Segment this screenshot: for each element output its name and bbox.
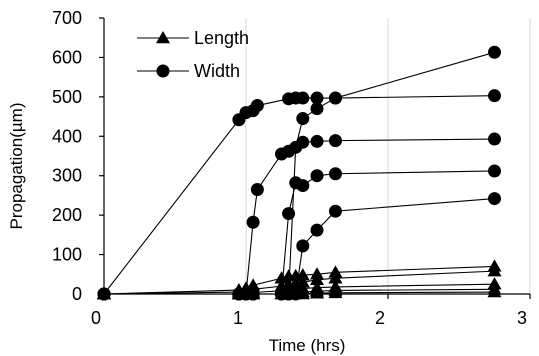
series-9-length	[97, 285, 502, 300]
y-tick-label-5: 500	[52, 87, 82, 107]
legend: Length Width	[137, 28, 249, 81]
data-point-4-8	[310, 223, 324, 237]
y-tick-label-7: 700	[52, 8, 82, 28]
x-axis-title: Time (hrs)	[269, 336, 346, 355]
x-tick-label-3: 3	[517, 308, 527, 328]
data-point-9-7	[295, 287, 310, 300]
data-point-1-8	[328, 91, 342, 105]
data-point-9-0	[97, 287, 111, 300]
data-point-6-10	[487, 264, 502, 277]
data-point-3-8	[310, 169, 324, 183]
data-point-9-10	[487, 285, 502, 298]
series-line-1	[104, 95, 495, 295]
gridlines	[245, 18, 531, 294]
y-tick-label-3: 300	[52, 166, 82, 186]
data-point-5-7	[295, 268, 310, 281]
data-point-6-8	[310, 272, 324, 286]
data-point-2-6	[282, 144, 296, 158]
data-point-9-8	[310, 286, 324, 299]
data-point-4-9	[328, 204, 342, 218]
data-point-0-7	[296, 91, 310, 105]
data-point-1-9	[488, 89, 501, 103]
data-point-9-3	[246, 287, 261, 300]
data-point-3-7	[296, 179, 310, 193]
series	[97, 45, 502, 301]
y-tick-label-0: 0	[72, 284, 82, 304]
data-point-1-6	[296, 112, 310, 126]
data-point-3-10	[488, 164, 501, 178]
data-point-0-4	[250, 99, 264, 113]
y-tick-label-2: 200	[52, 205, 82, 225]
data-point-9-9	[328, 285, 343, 299]
legend-label-width: Width	[194, 61, 240, 81]
data-point-2-10	[488, 132, 501, 146]
y-tick-label-1: 100	[52, 245, 82, 265]
x-tick-label-2: 2	[375, 308, 385, 328]
x-tick-label-1: 1	[233, 308, 243, 328]
data-point-0-8	[310, 91, 324, 105]
legend-label-length: Length	[194, 28, 249, 48]
data-point-2-3	[246, 215, 260, 229]
y-tick-label-4: 400	[52, 126, 82, 146]
data-point-6-7	[295, 275, 310, 288]
data-point-3-5	[282, 207, 296, 221]
data-point-1-7	[310, 102, 324, 116]
data-point-2-4	[250, 183, 264, 197]
legend-marker-width	[156, 64, 170, 78]
data-point-4-10	[488, 192, 501, 206]
data-point-6-9	[328, 271, 343, 284]
y-axis-title: Propagation(µm)	[7, 103, 26, 230]
x-tick-label-0: 0	[91, 308, 101, 328]
x-tick-labels: 0 1 2 3	[91, 308, 527, 328]
data-point-2-9	[328, 134, 342, 148]
data-point-2-7	[296, 135, 310, 149]
data-point-3-9	[328, 167, 342, 181]
series-0-width	[97, 45, 501, 301]
data-point-0-10	[488, 45, 501, 59]
legend-marker-length	[156, 31, 170, 44]
series-line-0	[103, 51, 495, 295]
y-tick-label-6: 600	[52, 47, 82, 67]
data-point-2-8	[310, 134, 324, 148]
data-point-4-7	[296, 239, 310, 253]
y-tick-labels: 0 100 200 300 400 500 600 700	[52, 8, 82, 304]
